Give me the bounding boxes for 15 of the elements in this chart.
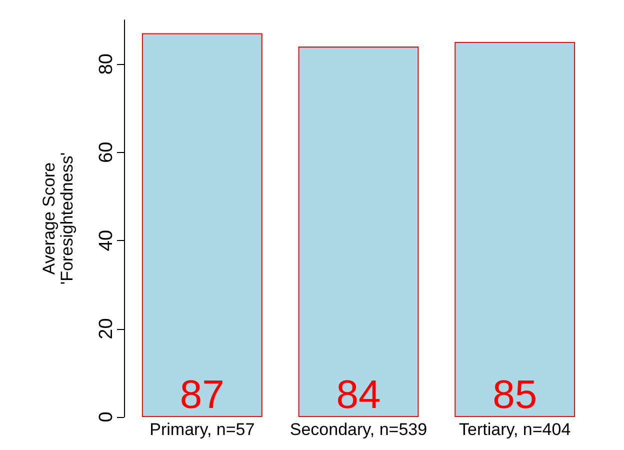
y-axis-title: Average Score 'Foresightedness' [40, 152, 76, 285]
y-tick-label: 80 [96, 54, 117, 75]
y-tick-label: 40 [96, 230, 117, 252]
x-tick-label: Tertiary, n=404 [458, 420, 571, 439]
y-tick-label: 20 [96, 318, 117, 340]
bar [298, 46, 419, 417]
data-label: 84 [336, 373, 381, 417]
x-tick-label: Secondary, n=539 [290, 420, 428, 439]
bar [142, 33, 262, 417]
bar [454, 42, 576, 417]
y-tick-label: 0 [96, 412, 117, 422]
y-tick-label: 60 [96, 142, 117, 163]
data-label: 85 [492, 373, 538, 417]
data-label: 87 [180, 373, 224, 417]
x-tick-label: Primary, n=57 [150, 420, 255, 439]
